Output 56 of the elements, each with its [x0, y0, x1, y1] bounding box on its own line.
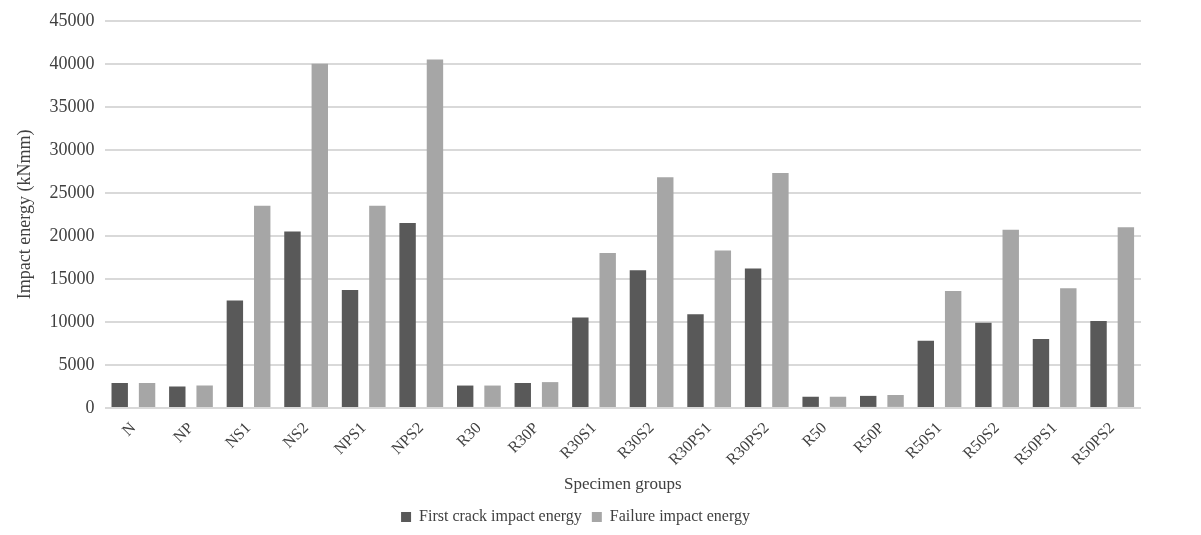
bar: [860, 395, 877, 407]
bar: [1002, 229, 1019, 407]
bar: [944, 290, 962, 407]
bar: [169, 386, 186, 407]
bar: [599, 253, 616, 407]
bar: [975, 322, 992, 407]
x-tick-label: R50: [798, 418, 830, 450]
y-tick-label: 15000: [49, 267, 95, 288]
x-tick-label: N: [118, 418, 139, 439]
bar: [1117, 227, 1135, 407]
x-tick-label: NP: [169, 418, 197, 446]
bar: [456, 385, 474, 407]
bar: [369, 205, 386, 407]
bar: [1032, 339, 1050, 407]
bar: [1060, 288, 1077, 407]
bar: [111, 382, 128, 407]
bar: [341, 290, 359, 407]
bar: [399, 222, 416, 407]
bar: [629, 270, 647, 407]
x-tick-label: R30: [453, 418, 484, 450]
bar: [311, 63, 328, 407]
bar: [802, 396, 819, 407]
bar: [284, 231, 301, 407]
bar: [514, 382, 531, 407]
y-tick-label: 10000: [49, 310, 95, 331]
bar: [917, 340, 935, 407]
bar: [572, 317, 589, 407]
y-tick-label: 45000: [49, 9, 95, 30]
x-axis-title: Specimen groups: [564, 474, 682, 494]
y-tick-label: 0: [85, 396, 95, 417]
legend-label: Failure impact energy: [609, 507, 750, 526]
y-axis-title: Impact energy (kNmm): [13, 129, 35, 300]
y-tick-label: 40000: [49, 52, 95, 73]
bar: [226, 300, 244, 407]
legend-label: First crack impact energy: [419, 507, 582, 526]
y-tick-label: 30000: [49, 138, 95, 159]
bar: [484, 385, 501, 407]
y-tick-label: 5000: [58, 353, 95, 374]
bar: [541, 382, 559, 407]
bar: [196, 385, 213, 407]
x-tick-label: NS1: [221, 418, 254, 451]
bar: [887, 395, 904, 407]
y-tick-label: 35000: [49, 95, 95, 116]
bar: [714, 250, 732, 407]
x-tick-label: NS2: [279, 418, 312, 451]
bar: [829, 396, 847, 407]
bar: [426, 59, 444, 407]
bar: [1090, 321, 1107, 407]
bar: [687, 314, 704, 407]
y-tick-label: 25000: [49, 181, 95, 202]
bar: [254, 205, 271, 407]
bar: [744, 268, 762, 407]
bar: [657, 177, 674, 407]
y-tick-label: 20000: [49, 224, 95, 245]
bar: [138, 382, 156, 407]
bar: [772, 173, 789, 407]
